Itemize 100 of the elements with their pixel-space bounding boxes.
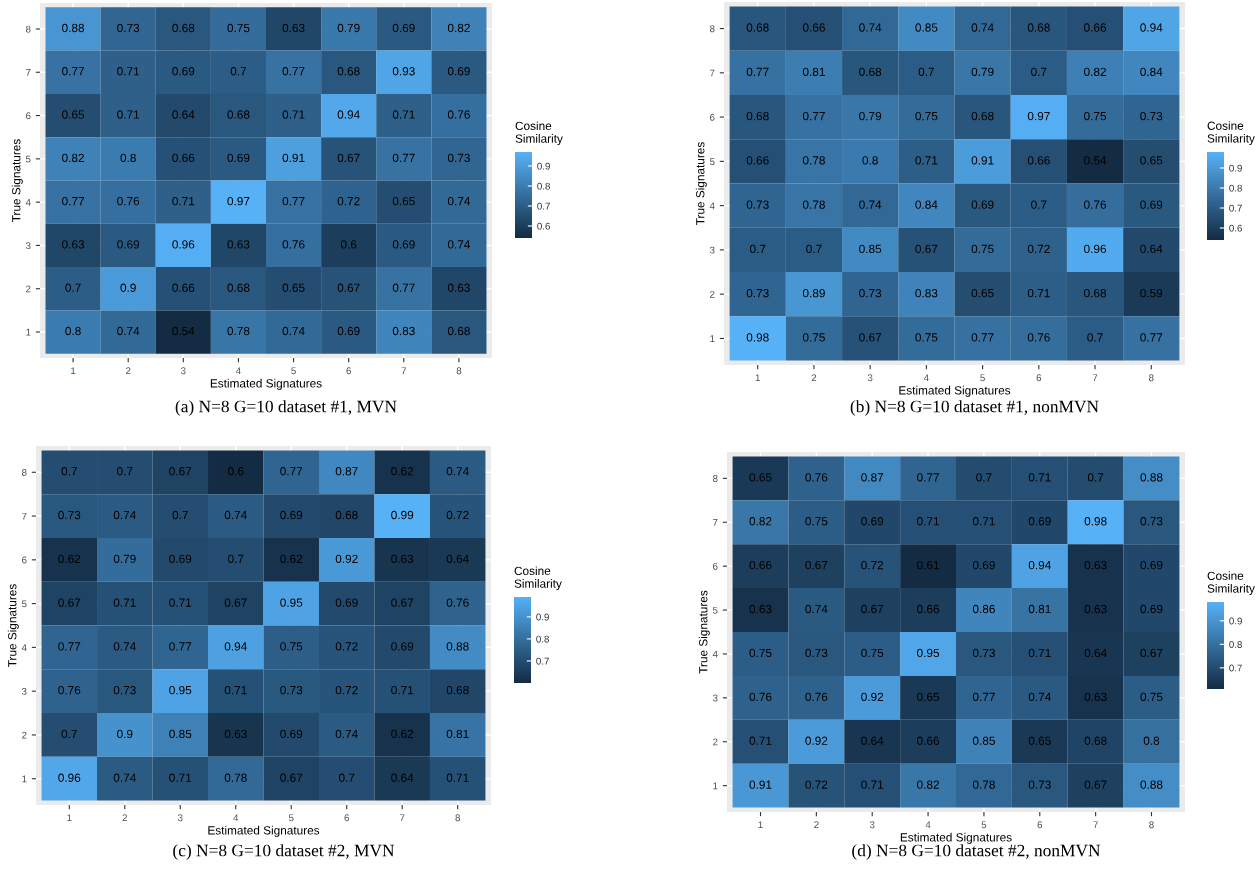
data-label: 0.78 (802, 156, 825, 165)
data-label: 0.79 (337, 23, 360, 33)
data-label: 0.87 (335, 467, 358, 476)
data-label: 0.7 (918, 67, 934, 76)
color-bar-label: 0.7 (536, 657, 549, 665)
x-tick-label: 5 (288, 814, 294, 822)
data-label: 0.82 (62, 153, 84, 163)
color-bar-label: 0.8 (536, 635, 549, 643)
data-label: 0.64 (861, 736, 884, 745)
data-label: 0.74 (805, 604, 828, 614)
data-label: 0.72 (335, 642, 358, 651)
data-label: 0.87 (861, 473, 884, 482)
data-label: 0.71 (972, 517, 995, 526)
color-bar-title: Cosine Similarity (514, 566, 562, 591)
y-tick-label: 4 (712, 650, 718, 658)
y-tick-label: 6 (26, 112, 31, 120)
data-label: 0.62 (391, 467, 414, 476)
data-label: 0.75 (915, 333, 938, 342)
y-tick-label: 8 (21, 469, 27, 476)
data-label: 0.75 (227, 23, 250, 33)
data-label: 0.81 (446, 729, 469, 739)
data-label: 0.76 (446, 598, 469, 607)
data-label: 0.69 (392, 23, 415, 33)
x-tick-label: 6 (1037, 821, 1043, 829)
data-label: 0.71 (172, 196, 195, 206)
color-bar-label: 0.6 (537, 222, 550, 230)
y-tick-label: 1 (713, 782, 718, 790)
data-label: 0.63 (749, 604, 772, 614)
x-tick-label: 3 (869, 821, 875, 829)
data-label: 0.76 (805, 473, 828, 482)
data-label: 0.68 (971, 111, 994, 121)
data-label: 0.67 (224, 598, 247, 607)
data-label: 0.94 (224, 642, 247, 651)
data-label: 0.63 (224, 729, 247, 739)
data-label: 0.62 (280, 554, 303, 563)
data-label: 0.65 (917, 692, 940, 702)
y-axis-title: True Signatures (11, 139, 23, 223)
data-label: 0.67 (1084, 780, 1107, 789)
data-label: 0.71 (392, 110, 415, 119)
data-label: 0.76 (117, 196, 140, 206)
data-label: 0.78 (802, 200, 825, 209)
data-label: 0.76 (282, 240, 305, 249)
data-label: 0.63 (1084, 604, 1107, 614)
data-label: 0.86 (972, 604, 995, 614)
y-tick-label: 3 (21, 687, 27, 695)
data-label: 0.75 (1140, 692, 1163, 702)
data-label: 0.88 (1140, 473, 1163, 482)
data-label: 0.96 (58, 773, 81, 782)
data-label: 0.66 (802, 23, 825, 32)
data-label: 0.66 (1027, 156, 1050, 165)
data-label: 0.7 (1031, 67, 1047, 76)
data-label: 0.67 (1140, 648, 1163, 658)
data-label: 0.74 (446, 467, 469, 476)
data-label: 0.77 (280, 467, 303, 476)
data-label: 0.68 (447, 326, 470, 336)
data-label: 0.68 (227, 110, 250, 119)
data-label: 0.54 (172, 326, 195, 336)
data-label: 0.8 (65, 326, 81, 336)
data-label: 0.66 (917, 604, 940, 614)
data-label: 0.69 (117, 240, 140, 249)
data-label: 0.77 (62, 196, 84, 206)
data-label: 0.71 (861, 780, 884, 789)
data-label: 0.75 (861, 648, 884, 658)
data-label: 0.71 (169, 598, 192, 607)
data-label: 0.73 (746, 288, 769, 298)
data-label: 0.69 (392, 240, 415, 249)
data-label: 0.7 (65, 283, 81, 292)
color-bar-label: 0.9 (1229, 617, 1242, 625)
data-label: 0.65 (62, 110, 85, 119)
y-tick-label: 5 (21, 600, 27, 608)
data-label: 0.63 (447, 283, 470, 292)
data-label: 0.72 (335, 685, 358, 695)
x-tick-label: 3 (180, 367, 186, 375)
data-label: 0.73 (280, 685, 303, 695)
data-label: 0.73 (113, 685, 136, 695)
x-tick-label: 8 (455, 814, 460, 822)
data-label: 0.71 (117, 67, 140, 76)
data-label: 0.76 (1027, 333, 1050, 342)
data-label: 0.88 (1140, 780, 1163, 789)
data-label: 0.67 (861, 604, 884, 614)
data-label: 0.67 (58, 598, 81, 607)
data-label: 0.7 (338, 773, 355, 782)
color-bar-title: Cosine Similarity (515, 121, 563, 146)
x-tick-label: 7 (1093, 821, 1098, 829)
data-label: 0.85 (972, 736, 995, 745)
data-label: 0.72 (337, 196, 360, 206)
data-label: 0.74 (282, 326, 305, 336)
data-label: 0.77 (58, 642, 81, 651)
x-tick-label: 6 (1036, 374, 1042, 382)
data-label: 0.72 (1027, 244, 1050, 254)
data-label: 0.85 (169, 729, 192, 739)
color-bar-title: Cosine Similarity (1207, 121, 1255, 145)
data-label: 0.65 (1140, 156, 1163, 165)
data-label: 0.73 (805, 648, 828, 658)
data-label: 0.62 (391, 729, 414, 739)
text: (d) N=8 G=10 dataset #2, nonMVN (852, 844, 1101, 860)
data-label: 0.69 (172, 67, 195, 76)
data-label: 0.65 (749, 473, 772, 482)
data-label: 0.54 (1084, 156, 1107, 165)
data-label: 0.7 (117, 467, 133, 476)
